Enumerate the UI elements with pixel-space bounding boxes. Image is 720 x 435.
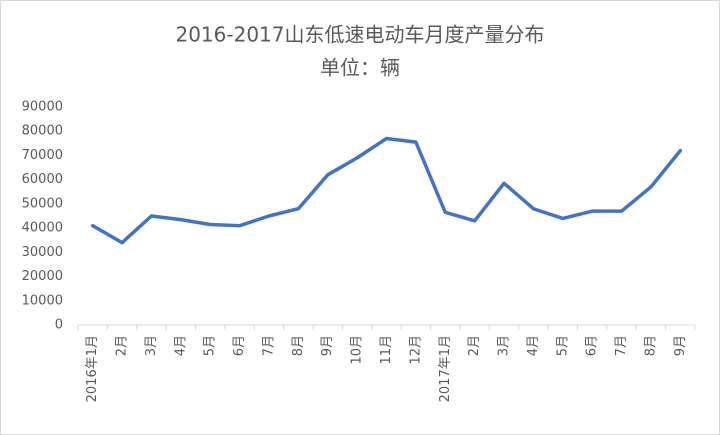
- x-tick-label: 12月: [408, 335, 423, 365]
- x-tick-label: 2月: [115, 335, 130, 356]
- y-tick-label: 0: [55, 318, 63, 333]
- x-tick-label: 5月: [203, 335, 218, 356]
- series-line: [90, 136, 683, 245]
- x-tick-label: 3月: [497, 335, 512, 356]
- x-tick-label: 3月: [144, 335, 159, 356]
- chart-subtitle: 单位：辆: [320, 56, 400, 80]
- x-tick-label: 7月: [614, 335, 629, 356]
- x-tick-label: 8月: [643, 335, 658, 356]
- y-tick-label: 10000: [22, 293, 63, 308]
- x-tick-label: 9月: [320, 335, 335, 356]
- x-tick-label: 11月: [379, 335, 394, 365]
- y-tick-label: 60000: [22, 172, 63, 187]
- y-tick-label: 20000: [22, 269, 63, 284]
- y-tick-label: 70000: [22, 148, 63, 163]
- x-tick-label: 4月: [173, 335, 188, 356]
- x-tick-label: 10月: [350, 335, 365, 365]
- x-tick-label: 2017年1月: [438, 335, 453, 402]
- y-tick-label: 40000: [22, 221, 63, 236]
- x-tick-label: 6月: [232, 335, 247, 356]
- x-tick-label: 4月: [526, 335, 541, 356]
- y-tick-label: 30000: [22, 245, 63, 260]
- x-tick-label: 2016年1月: [85, 335, 100, 402]
- x-tick-label: 7月: [261, 335, 276, 356]
- x-tick-label: 6月: [585, 335, 600, 356]
- x-tick-label: 8月: [291, 335, 306, 356]
- y-tick-label: 50000: [22, 196, 63, 211]
- x-tick-label: 9月: [673, 335, 688, 356]
- x-tick-label: 5月: [555, 335, 570, 356]
- chart-title: 2016-2017山东低速电动车月度产量分布: [175, 23, 544, 47]
- y-tick-label: 80000: [22, 124, 63, 139]
- y-tick-label: 90000: [22, 100, 63, 115]
- x-tick-label: 2月: [467, 335, 482, 356]
